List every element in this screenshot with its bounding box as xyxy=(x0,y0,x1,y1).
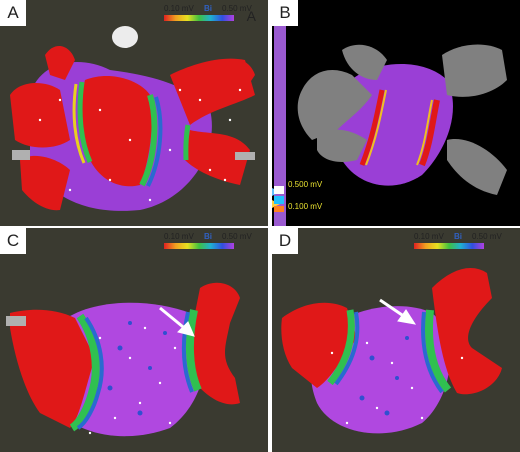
panel-d: D 0.10 mV Bi 0.50 mV xyxy=(272,228,520,452)
panel-a: A 0.10 mV Bi 0.50 mV A xyxy=(0,0,268,226)
panel-c-color-scale: 0.10 mV Bi 0.50 mV xyxy=(164,232,254,252)
panel-d-voltage-map xyxy=(281,268,502,434)
panel-c-arrow xyxy=(159,306,195,337)
panel-a-corner-label: A xyxy=(246,8,256,24)
panel-d-color-scale: 0.10 mV Bi 0.50 mV xyxy=(414,232,504,252)
panel-c: C 0.10 mV Bi 0.50 mV xyxy=(0,228,268,452)
panel-b-side-scale-bar xyxy=(274,0,286,226)
panel-a-voltage-map xyxy=(10,26,255,211)
panel-d-label: D xyxy=(272,228,298,254)
panel-d-scale-min: 0.10 mV xyxy=(414,232,444,241)
panel-b-voltage-map xyxy=(272,0,507,226)
panel-a-scale-min: 0.10 mV xyxy=(164,4,194,13)
panel-b: B 0.500 mV 0.100 mV xyxy=(272,0,520,226)
panel-a-label: A xyxy=(0,0,26,26)
panel-b-legend-marks xyxy=(272,186,284,212)
panel-d-scale-max: 0.50 mV xyxy=(472,232,502,241)
panel-b-value-high: 0.500 mV xyxy=(288,180,323,189)
panel-d-arrow xyxy=(379,298,417,325)
panel-c-scale-bar xyxy=(164,243,234,249)
panel-a-grey-tip-left xyxy=(12,150,30,160)
panel-b-label: B xyxy=(272,0,298,26)
panel-c-scale-tag: Bi xyxy=(204,232,212,241)
panel-b-value-low: 0.100 mV xyxy=(288,202,323,211)
panel-a-color-scale: 0.10 mV Bi 0.50 mV xyxy=(164,4,254,24)
panel-a-scale-tag: Bi xyxy=(204,4,212,13)
panel-c-voltage-map xyxy=(6,282,240,437)
panel-a-white-marker xyxy=(112,26,138,48)
panel-d-scale-tag: Bi xyxy=(454,232,462,241)
panel-a-scale-bar xyxy=(164,15,234,21)
panel-c-scale-min: 0.10 mV xyxy=(164,232,194,241)
panel-c-label: C xyxy=(0,228,26,254)
panel-c-scale-max: 0.50 mV xyxy=(222,232,252,241)
panel-a-grey-tip-right xyxy=(235,152,255,160)
panel-a-scale-max: 0.50 mV xyxy=(222,4,252,13)
panel-d-scale-bar xyxy=(414,243,484,249)
panel-c-grey-tip xyxy=(6,316,26,326)
